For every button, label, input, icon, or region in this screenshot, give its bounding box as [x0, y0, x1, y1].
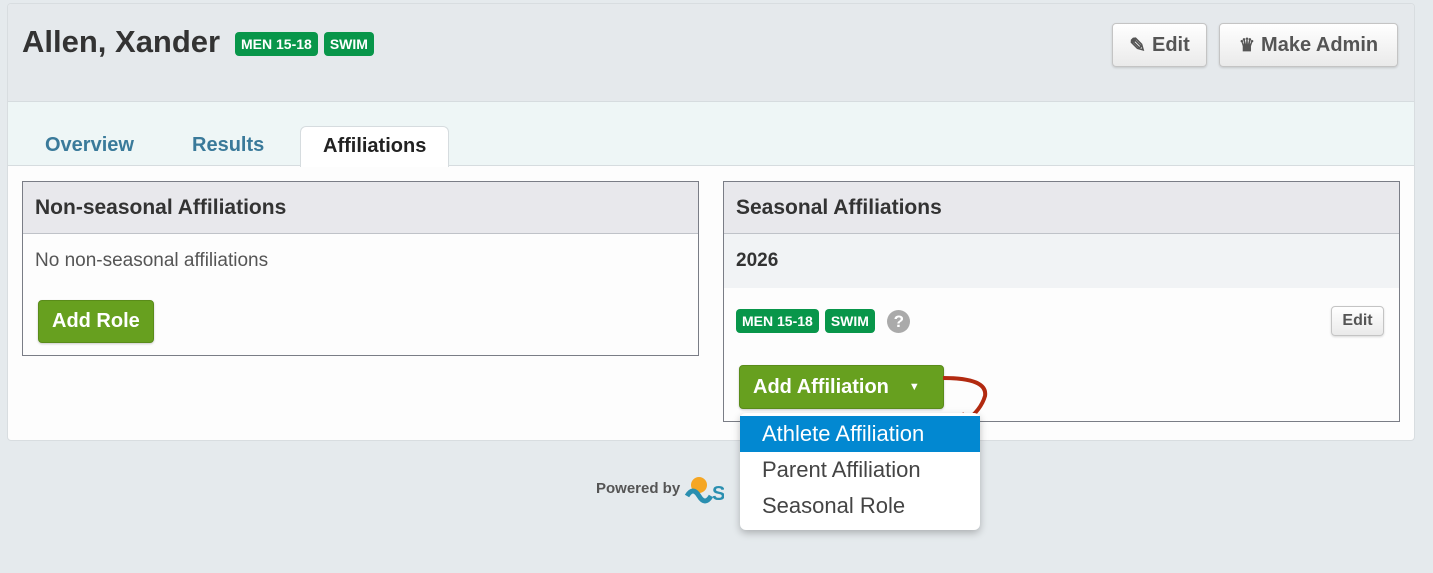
season-badges: MEN 15-18 SWIM ? — [736, 309, 911, 333]
panel-title: Seasonal Affiliations — [724, 182, 1399, 234]
tab-bar: Overview Results Affiliations — [8, 102, 1414, 167]
sport-badge: SWIM — [323, 32, 374, 56]
make-admin-button[interactable]: ♛ Make Admin — [1219, 23, 1398, 67]
sport-badge: SWIM — [824, 309, 875, 333]
make-admin-label: Make Admin — [1261, 33, 1379, 56]
profile-header: Allen, Xander MEN 15-18 SWIM ✎ Edit ♛ Make … — [8, 4, 1414, 102]
pencil-icon: ✎ — [1129, 34, 1146, 57]
panel-title: Non-seasonal Affiliations — [23, 182, 698, 234]
non-seasonal-panel: Non-seasonal Affiliations No non-seasona… — [22, 181, 699, 356]
caret-down-icon: ▼ — [908, 381, 920, 393]
season-year: 2026 — [724, 234, 1399, 288]
group-badge: MEN 15-18 — [736, 309, 819, 333]
crown-icon: ♛ — [1238, 34, 1256, 55]
add-affiliation-label: Add Affiliation — [753, 375, 889, 398]
empty-text: No non-seasonal affiliations — [35, 250, 269, 271]
svg-text:S: S — [712, 483, 724, 504]
menu-item-seasonal-role[interactable]: Seasonal Role — [762, 493, 906, 518]
edit-label: Edit — [1151, 33, 1190, 56]
powered-by: Powered by S — [596, 474, 726, 505]
add-role-button[interactable]: Add Role — [38, 300, 154, 343]
question-circle-icon[interactable]: ? — [887, 309, 911, 333]
tab-overview[interactable]: Overview — [45, 134, 134, 156]
edit-button[interactable]: ✎ Edit — [1112, 23, 1207, 67]
menu-item-parent-affiliation[interactable]: Parent Affiliation — [762, 457, 921, 482]
tab-results[interactable]: Results — [192, 134, 265, 156]
page-title: Allen, Xander — [22, 24, 221, 59]
brand-logo: S — [684, 474, 726, 505]
menu-item-athlete-affiliation[interactable]: Athlete Affiliation — [740, 416, 980, 452]
seasonal-panel: Seasonal Affiliations 2026 MEN 15-18 SWIM… — [723, 181, 1400, 422]
add-affiliation-button[interactable]: Add Affiliation ▼ — [739, 365, 944, 409]
add-affiliation-dropdown: Athlete Affiliation Parent Affiliation S… — [740, 413, 980, 530]
season-edit-button[interactable]: Edit — [1331, 306, 1384, 336]
group-badge: MEN 15-18 — [235, 32, 318, 56]
header-badges: MEN 15-18 SWIM — [235, 32, 380, 56]
tab-affiliations[interactable]: Affiliations — [300, 126, 450, 167]
powered-by-text: Powered by — [596, 479, 681, 497]
